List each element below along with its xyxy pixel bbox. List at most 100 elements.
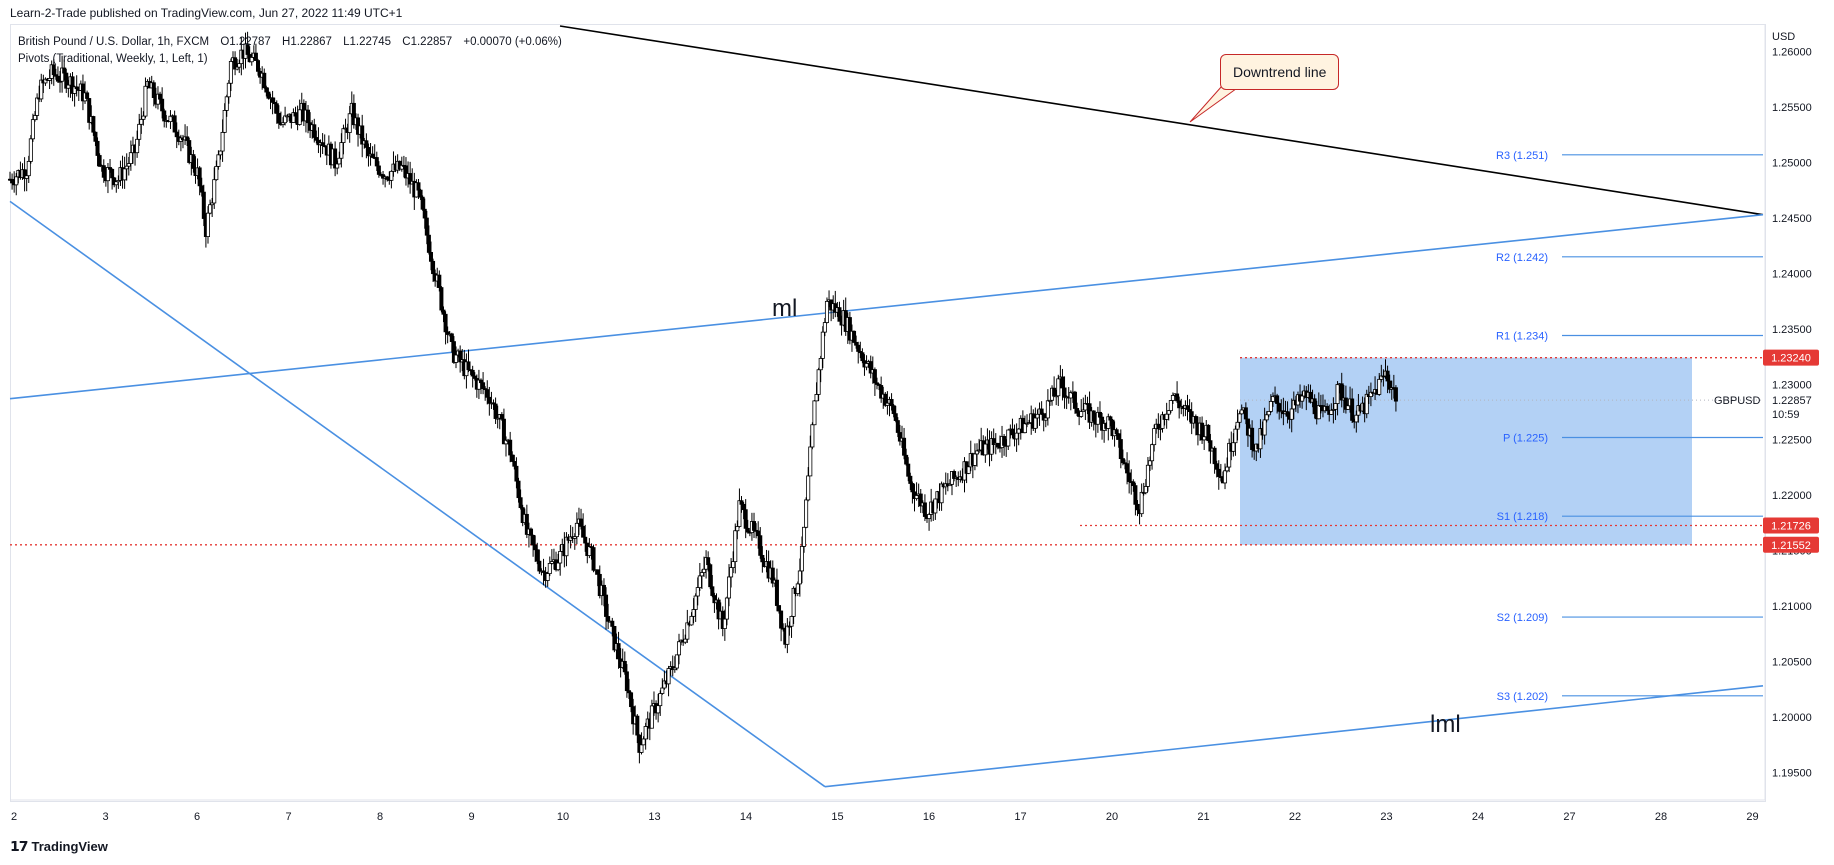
candle-body bbox=[710, 586, 715, 596]
candle-body bbox=[1095, 411, 1100, 425]
candle-body bbox=[160, 98, 165, 112]
candle-body bbox=[556, 562, 561, 571]
candle-body bbox=[499, 414, 504, 420]
pivots-indicator-label[interactable]: Pivots (Traditional, Weekly, 1, Left, 1) bbox=[18, 53, 208, 65]
candle-body bbox=[1143, 486, 1148, 494]
price-tag-label: 1.21552 bbox=[1771, 540, 1811, 552]
candle-body bbox=[695, 587, 700, 597]
candle-body bbox=[581, 526, 586, 538]
time-tick-label: 22 bbox=[1289, 811, 1301, 823]
time-tick-label: 2 bbox=[11, 811, 17, 823]
candle-body bbox=[722, 618, 727, 629]
candle-body bbox=[1339, 383, 1344, 401]
candle-body bbox=[1002, 436, 1007, 446]
candle-body bbox=[1062, 387, 1067, 398]
footer-brand[interactable]: 𝟭𝟳 TradingView bbox=[10, 838, 108, 855]
candle-body bbox=[533, 544, 538, 551]
candle-body bbox=[1216, 468, 1221, 477]
candle-body bbox=[114, 181, 119, 186]
symbol-price-label: GBPUSD bbox=[1714, 395, 1761, 407]
candle-body bbox=[1170, 394, 1175, 401]
candle-body bbox=[374, 157, 379, 167]
candle-body bbox=[266, 91, 271, 99]
candle-body bbox=[741, 503, 746, 511]
candle-body bbox=[639, 744, 644, 753]
median-line bbox=[9, 213, 1764, 400]
candle-body bbox=[1133, 485, 1138, 505]
candle-body bbox=[702, 568, 707, 573]
candle-body bbox=[262, 72, 267, 89]
symbol-title[interactable]: British Pound / U.S. Dollar, 1h, FXCM bbox=[18, 36, 210, 48]
candle-body bbox=[1116, 433, 1121, 440]
candle-body bbox=[220, 131, 225, 152]
price-tick-label: 1.20500 bbox=[1772, 656, 1812, 668]
candle-body bbox=[1262, 419, 1267, 436]
candle-body bbox=[724, 597, 729, 620]
candle-body bbox=[895, 420, 900, 433]
candle-body bbox=[699, 572, 704, 577]
time-tick-label: 16 bbox=[923, 811, 935, 823]
candle-body bbox=[162, 110, 167, 122]
candle-body bbox=[872, 369, 877, 384]
candle-body bbox=[143, 85, 148, 117]
candle-body bbox=[922, 502, 927, 517]
candle-body bbox=[708, 564, 713, 588]
time-tick-label: 21 bbox=[1197, 811, 1209, 823]
candle-body bbox=[1354, 414, 1359, 423]
candle-body bbox=[1206, 424, 1211, 442]
candle-body bbox=[1118, 439, 1123, 460]
candle-body bbox=[972, 453, 977, 466]
candle-body bbox=[1237, 413, 1242, 423]
price-tag bbox=[1763, 536, 1819, 553]
candle-body bbox=[893, 413, 898, 421]
time-tick-label: 15 bbox=[831, 811, 843, 823]
candle-body bbox=[1097, 411, 1102, 418]
candle-body bbox=[93, 131, 98, 142]
price-tick-label: 1.19500 bbox=[1772, 767, 1812, 779]
price-tick-label: 1.22500 bbox=[1772, 435, 1812, 447]
candle-body bbox=[729, 567, 734, 578]
candle-body bbox=[860, 352, 865, 362]
candle-body bbox=[975, 450, 980, 455]
candle-body bbox=[854, 341, 859, 346]
candle-body bbox=[1275, 395, 1280, 404]
candle-body bbox=[1045, 400, 1050, 419]
candle-body bbox=[1364, 393, 1369, 415]
candle-body bbox=[733, 530, 738, 563]
candle-body bbox=[1235, 421, 1240, 430]
candle-body bbox=[485, 389, 490, 398]
candle-body bbox=[376, 165, 381, 175]
candle-body bbox=[579, 518, 584, 527]
candle-body bbox=[952, 471, 957, 479]
downtrend-callout[interactable]: Downtrend line bbox=[1220, 54, 1340, 90]
candle-body bbox=[666, 668, 671, 685]
time-tick-label: 3 bbox=[102, 811, 108, 823]
candle-body bbox=[270, 97, 275, 103]
candle-body bbox=[904, 454, 909, 465]
pivot-label: R1 (1.234) bbox=[1496, 331, 1548, 343]
candle-body bbox=[137, 123, 142, 140]
candle-body bbox=[691, 609, 696, 617]
candle-body bbox=[208, 204, 213, 214]
candle-body bbox=[1268, 400, 1273, 412]
last-price-label: 1.22857 bbox=[1772, 395, 1812, 407]
callout-pointer bbox=[1189, 85, 1242, 123]
candle-body bbox=[26, 160, 31, 177]
lower-median-line bbox=[824, 685, 1764, 788]
close-value: C1.22857 bbox=[402, 36, 453, 48]
time-tick-label: 29 bbox=[1746, 811, 1758, 823]
candle-body bbox=[689, 615, 694, 626]
candle-body bbox=[583, 536, 588, 544]
candle-body bbox=[470, 369, 475, 377]
candle-body bbox=[1006, 429, 1011, 447]
candle-body bbox=[629, 692, 634, 708]
candle-body bbox=[810, 424, 815, 448]
candle-body bbox=[676, 641, 681, 656]
candle-body bbox=[1277, 403, 1282, 412]
candle-body bbox=[808, 446, 813, 477]
candle-body bbox=[249, 57, 254, 63]
price-tick-label: 1.20000 bbox=[1772, 712, 1812, 724]
candle-body bbox=[360, 125, 365, 145]
time-tick-label: 23 bbox=[1380, 811, 1392, 823]
